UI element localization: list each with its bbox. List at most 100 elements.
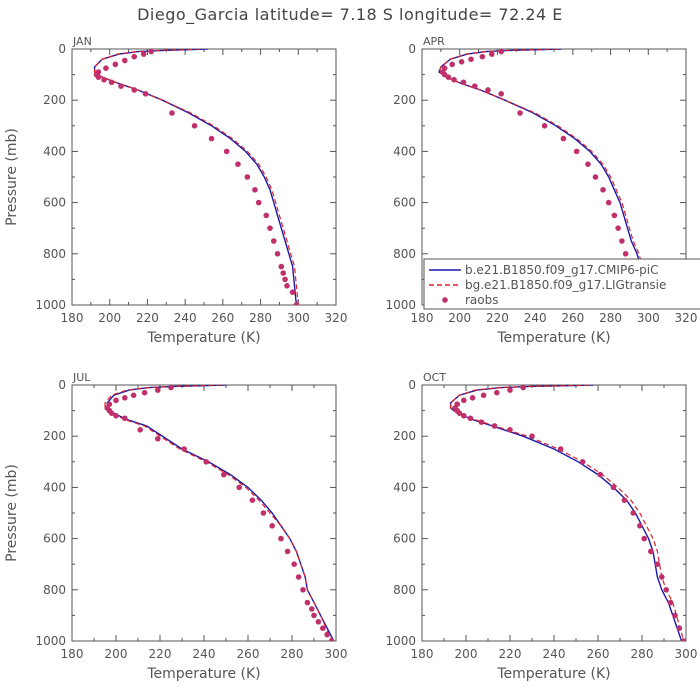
obs-point xyxy=(304,599,311,606)
obs-point xyxy=(236,484,242,491)
obs-point xyxy=(291,561,298,567)
obs-point xyxy=(278,535,284,542)
obs-point xyxy=(155,435,161,442)
obs-point xyxy=(278,263,285,270)
obs-point xyxy=(311,612,317,619)
obs-point xyxy=(659,574,665,580)
obs-point xyxy=(181,446,187,452)
obs-point xyxy=(112,61,119,68)
x-tick-label: 180 xyxy=(411,311,434,325)
obs-point xyxy=(223,148,230,155)
obs-point xyxy=(191,123,198,129)
y-tick-label: 0 xyxy=(408,42,416,56)
obs-point xyxy=(472,83,478,89)
obs-point xyxy=(600,187,606,193)
obs-point xyxy=(255,199,262,206)
plot-area xyxy=(449,385,686,641)
obs-point xyxy=(557,446,564,452)
x-tick-label: 300 xyxy=(637,311,660,325)
obs-point xyxy=(663,587,669,593)
obs-point xyxy=(140,51,147,57)
y-tick-label: 200 xyxy=(43,93,66,107)
x-tick-label: 280 xyxy=(281,647,304,661)
x-tick-label: 220 xyxy=(149,647,172,661)
y-tick-label: 1000 xyxy=(35,298,66,312)
y-tick-label: 0 xyxy=(408,378,416,392)
obs-point xyxy=(507,427,513,433)
y-tick-label: 200 xyxy=(393,93,416,107)
obs-point xyxy=(113,412,119,419)
obs-point xyxy=(267,225,273,231)
obs-point xyxy=(122,415,128,422)
y-tick-label: 200 xyxy=(393,429,416,443)
obs-point xyxy=(641,535,647,542)
obs-point xyxy=(309,606,315,612)
x-tick-label: 180 xyxy=(61,647,84,661)
panel-label: JUL xyxy=(72,371,91,384)
obs-point xyxy=(289,289,296,296)
x-tick-label: 200 xyxy=(455,647,478,661)
y-tick-label: 800 xyxy=(43,247,66,261)
y-tick-label: 1000 xyxy=(385,634,416,648)
obs-point xyxy=(597,471,603,478)
obs-point xyxy=(479,53,486,60)
obs-point xyxy=(478,419,485,425)
x-tick-label: 300 xyxy=(325,647,348,661)
x-tick-label: 200 xyxy=(448,311,471,325)
obs-point xyxy=(203,459,209,465)
plot-area xyxy=(93,49,300,305)
plot-area xyxy=(104,385,335,641)
obs-point xyxy=(282,276,288,283)
obs-point xyxy=(113,397,119,404)
obs-point xyxy=(141,389,148,396)
panel-label: OCT xyxy=(423,371,446,384)
obs-point xyxy=(131,87,138,93)
panel-label: JAN xyxy=(72,35,92,48)
y-tick-label: 0 xyxy=(58,42,66,56)
obs-point xyxy=(169,110,175,116)
obs-point xyxy=(108,79,115,86)
obs-point xyxy=(468,56,474,63)
x-tick-label: 280 xyxy=(249,311,272,325)
obs-point xyxy=(460,79,467,86)
obs-point xyxy=(284,283,290,289)
obs-point xyxy=(451,76,457,83)
plot-area xyxy=(438,49,652,305)
y-tick-label: 600 xyxy=(393,196,416,210)
obs-point xyxy=(507,387,513,393)
obs-point xyxy=(469,395,476,401)
x-tick-label: 200 xyxy=(98,311,121,325)
obs-point xyxy=(108,410,115,416)
panel-oct: OCT 180 200 220 240 260 280 300 0 200 400 600 800 100… xyxy=(385,371,697,682)
x-tick-label: 260 xyxy=(587,647,610,661)
obs-point xyxy=(610,484,617,491)
legend-box xyxy=(423,258,700,310)
obs-point xyxy=(235,161,241,167)
obs-point xyxy=(461,412,467,419)
obs-point xyxy=(517,110,523,116)
obs-point xyxy=(560,135,567,142)
y-tick-label: 600 xyxy=(43,532,66,546)
legend: b.e21.B1850.f09_g17.CMIP6-piCbg.e21.B185… xyxy=(423,258,700,310)
obs-point xyxy=(637,523,643,529)
x-tick-label: 300 xyxy=(675,647,698,661)
obs-point xyxy=(480,392,487,399)
obs-point xyxy=(681,638,686,641)
obs-point xyxy=(467,415,474,422)
obs-point xyxy=(541,123,548,129)
x-axis-label: Temperature (K) xyxy=(496,666,610,682)
obs-point xyxy=(498,91,505,97)
y-tick-label: 800 xyxy=(43,583,66,597)
obs-point xyxy=(585,161,591,167)
obs-point xyxy=(458,59,465,65)
y-tick-label: 400 xyxy=(393,480,416,494)
legend-label-obs: raobs xyxy=(465,293,499,307)
legend-label-series1: b.e21.B1850.f09_g17.CMIP6-piC xyxy=(465,263,658,277)
y-tick-label: 800 xyxy=(393,247,416,261)
obs-point xyxy=(280,270,287,276)
y-tick-label: 1000 xyxy=(385,298,416,312)
x-tick-label: 260 xyxy=(561,311,584,325)
y-tick-label: 800 xyxy=(393,583,416,597)
obs-point xyxy=(221,471,227,478)
obs-point xyxy=(131,53,138,60)
